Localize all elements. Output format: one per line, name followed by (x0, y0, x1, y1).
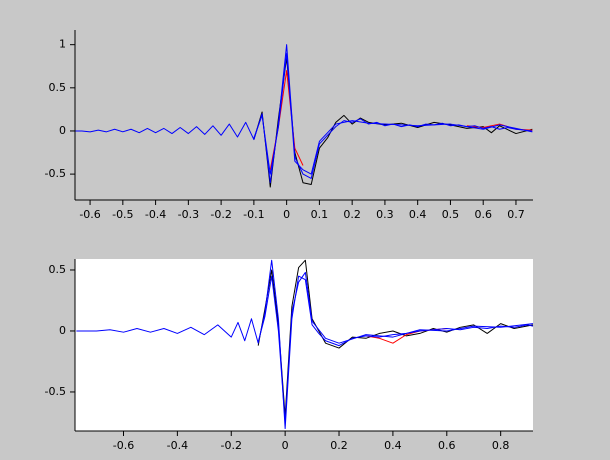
x-tick-label: -0.6 (113, 439, 134, 452)
x-tick-label: 0.5 (442, 208, 460, 221)
plot-area (75, 259, 533, 431)
x-tick-label: 0.8 (492, 439, 510, 452)
x-tick-label: -0.2 (221, 439, 242, 452)
x-tick-label: -0.3 (178, 208, 199, 221)
y-tick-label: -0.5 (45, 167, 66, 180)
x-tick-label: -0.2 (210, 208, 231, 221)
y-tick-label: -0.5 (45, 385, 66, 398)
y-tick-label: 0 (59, 124, 66, 137)
x-tick-label: 0.2 (343, 208, 361, 221)
x-tick-label: 0.7 (507, 208, 525, 221)
x-tick-label: 0.1 (311, 208, 329, 221)
y-tick-label: 1 (59, 38, 66, 51)
data-line (253, 52, 533, 175)
x-tick-label: 0.3 (376, 208, 394, 221)
x-tick-label: 0.4 (409, 208, 427, 221)
x-tick-label: 0 (283, 208, 290, 221)
x-tick-label: 0 (282, 439, 289, 452)
x-tick-label: -0.6 (79, 208, 100, 221)
plot-area (75, 30, 533, 200)
x-tick-label: -0.5 (112, 208, 133, 221)
x-tick-label: -0.4 (145, 208, 166, 221)
x-tick-label: 0.6 (474, 208, 492, 221)
x-tick-label: -0.4 (167, 439, 188, 452)
x-tick-label: -0.1 (243, 208, 264, 221)
x-tick-label: 0.6 (438, 439, 456, 452)
y-tick-label: 0 (59, 324, 66, 337)
x-tick-label: 0.2 (330, 439, 348, 452)
data-line (257, 271, 534, 423)
y-tick-label: 0.5 (49, 263, 67, 276)
y-tick-label: 0.5 (49, 81, 67, 94)
x-tick-label: 0.4 (384, 439, 402, 452)
